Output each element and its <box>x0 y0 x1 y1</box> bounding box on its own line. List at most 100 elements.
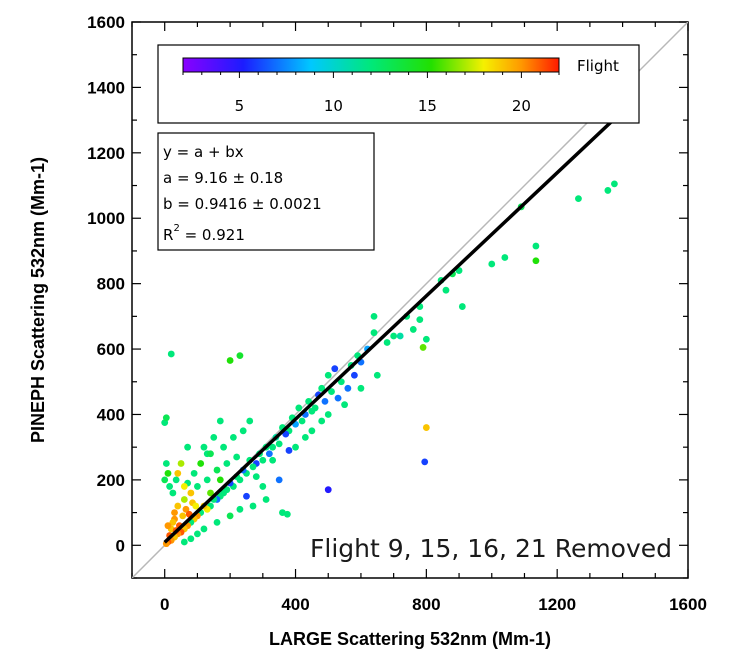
data-point <box>213 466 221 474</box>
y-tick-label: 400 <box>97 405 125 424</box>
data-point <box>236 352 244 359</box>
data-point <box>187 489 195 497</box>
data-point <box>180 496 188 503</box>
fit-statistics-box: y = a + bx a = 9.16 ± 0.18 b = 0.9416 ± … <box>157 132 375 251</box>
data-point <box>282 430 290 438</box>
data-point <box>174 502 182 510</box>
fit-intercept: a = 9.16 ± 0.18 <box>163 169 283 187</box>
data-point <box>236 505 244 513</box>
data-point <box>164 469 172 477</box>
colorbar-box <box>157 44 640 124</box>
data-point <box>169 519 177 526</box>
data-point <box>334 394 342 402</box>
data-point <box>275 440 283 448</box>
y-tick-label: 1000 <box>87 209 125 228</box>
fit-r-squared: R2 = 0.921 <box>163 223 245 244</box>
r-squared-superscript: 2 <box>173 223 179 234</box>
data-point <box>216 476 224 484</box>
data-point <box>182 505 190 513</box>
data-point <box>396 332 404 340</box>
data-point <box>190 469 198 477</box>
x-tick-label: 1600 <box>669 595 707 614</box>
data-point <box>357 384 365 392</box>
data-point <box>172 476 180 484</box>
data-point <box>194 530 201 538</box>
y-tick-label: 200 <box>97 471 125 490</box>
data-point <box>174 469 182 477</box>
data-point <box>275 476 283 484</box>
fit-line <box>163 112 621 544</box>
data-point <box>246 417 254 425</box>
data-point <box>252 473 260 481</box>
data-point <box>166 483 174 490</box>
data-point <box>216 417 224 425</box>
data-point <box>295 404 303 412</box>
data-point <box>203 476 211 484</box>
colorbar-ticks <box>182 72 560 78</box>
data-point <box>262 496 270 503</box>
data-point <box>197 460 205 467</box>
data-point <box>321 397 329 405</box>
data-point <box>200 525 208 533</box>
data-point <box>192 502 200 510</box>
colorbar-tick-label: 10 <box>324 97 343 115</box>
data-point <box>324 486 332 494</box>
y-axis-title: PINEPH Scattering 532nm (Mm-1) <box>28 157 48 443</box>
data-point <box>162 460 170 467</box>
colorbar-title: Flight <box>577 57 619 75</box>
data-point <box>233 453 241 461</box>
x-tick-label: 400 <box>281 595 309 614</box>
data-point <box>409 326 417 333</box>
data-point <box>210 433 218 441</box>
data-point <box>269 443 277 451</box>
removed-flights-annotation: Flight 9, 15, 16, 21 Removed <box>310 534 672 563</box>
data-point <box>243 492 250 500</box>
x-tick-label: 1200 <box>538 595 576 614</box>
y-tick-label: 0 <box>116 536 125 555</box>
data-point <box>575 195 582 203</box>
data-point <box>337 378 345 386</box>
data-point <box>390 332 398 340</box>
data-point <box>249 502 257 510</box>
data-point <box>604 187 612 194</box>
data-point <box>370 329 378 337</box>
data-point <box>419 344 427 351</box>
data-point <box>324 371 332 379</box>
data-point <box>259 483 267 490</box>
data-point <box>283 510 291 518</box>
data-point <box>229 433 237 441</box>
data-point <box>488 260 496 268</box>
data-point <box>220 443 227 451</box>
x-tick-labels: 0 400 800 1200 1600 <box>160 595 707 614</box>
fit-box-frame <box>157 132 375 251</box>
data-point <box>611 180 618 188</box>
data-point <box>179 512 187 520</box>
data-point <box>180 483 188 490</box>
data-point <box>259 456 267 464</box>
y-tick-label: 800 <box>97 275 125 294</box>
data-point <box>421 458 429 466</box>
colorbar-tick-label: 5 <box>235 97 245 115</box>
data-point <box>200 443 208 451</box>
data-point <box>162 414 170 422</box>
data-point <box>213 519 221 526</box>
data-point <box>532 242 540 250</box>
x-tick-label: 0 <box>160 595 169 614</box>
data-point <box>265 450 273 458</box>
data-point <box>226 512 234 520</box>
data-point <box>328 388 335 395</box>
r-squared-value: = 0.921 <box>180 226 245 244</box>
colorbar-tick-label: 15 <box>418 97 437 115</box>
data-point <box>184 443 192 451</box>
y-tick-label: 1400 <box>87 78 125 97</box>
axis-ticks <box>131 21 689 579</box>
data-point <box>249 463 257 471</box>
data-point <box>187 535 195 543</box>
data-point <box>292 443 299 451</box>
data-point <box>370 312 378 320</box>
colorbar-legend: 5 10 15 20 Flight <box>157 44 640 124</box>
data-point <box>422 424 430 431</box>
colorbar-tick-label: 20 <box>512 97 531 115</box>
y-tick-label: 1600 <box>87 13 125 32</box>
data-point <box>308 427 316 435</box>
